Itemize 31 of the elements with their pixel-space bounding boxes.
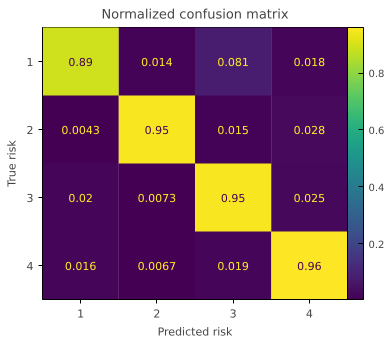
y-tick-label: 4 <box>26 260 34 273</box>
y-tick-label: 3 <box>26 192 34 205</box>
data-label: 0.96 <box>297 260 322 273</box>
color-bar-label: 0.8 <box>368 69 384 80</box>
color-bar-label: 0.4 <box>368 182 384 194</box>
data-label: 0.028 <box>294 124 326 137</box>
x-tick-label: 4 <box>306 308 313 320</box>
y-tick-label: 1 <box>26 56 34 69</box>
x-tick-label: 1 <box>77 308 84 320</box>
data-label: 0.0073 <box>138 192 176 205</box>
data-label: 0.025 <box>294 192 326 205</box>
data-label: 0.081 <box>217 56 249 69</box>
x-tick-label: 3 <box>230 308 237 320</box>
data-label: 0.02 <box>68 192 93 205</box>
data-label: 0.0043 <box>61 124 100 137</box>
data-label: 0.019 <box>217 260 249 273</box>
x-tick-label: 2 <box>153 308 160 320</box>
data-label: 0.95 <box>220 192 246 205</box>
chart-title: Normalized confusion matrix <box>101 8 289 22</box>
color-bar-label: 0.6 <box>368 126 384 137</box>
data-label: 0.0067 <box>138 260 176 273</box>
data-label: 0.014 <box>141 56 173 69</box>
y-axis-title: True risk <box>6 140 18 188</box>
data-label: 0.89 <box>68 56 93 69</box>
data-label: 0.016 <box>64 260 96 273</box>
y-tick-label: 2 <box>26 124 34 137</box>
data-label: 0.015 <box>217 124 249 137</box>
color-bar-label: 0.2 <box>368 240 384 251</box>
data-label: 0.95 <box>144 124 170 137</box>
data-label: 0.018 <box>294 56 326 69</box>
x-axis-title: Predicted risk <box>158 326 234 338</box>
